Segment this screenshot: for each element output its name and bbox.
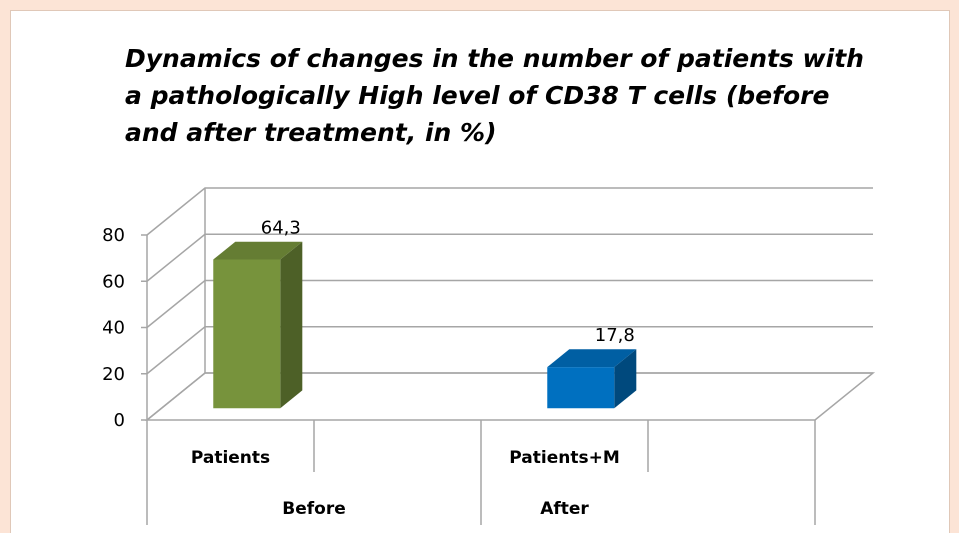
x-tick-label: Patients+M [509,448,619,468]
bar-top [547,349,637,368]
bar-top [213,241,303,260]
bar-side [280,241,303,409]
y-tick-label: 80 [102,225,125,246]
y-tick-label: 20 [102,364,125,385]
grid-line [146,187,873,236]
chart-title: Dynamics of changes in the number of pat… [125,44,864,147]
value-label: 64,3 [261,218,301,239]
bar [213,259,281,409]
y-tick-label: 0 [114,410,125,431]
value-label: 17,8 [595,325,635,346]
y-tick-label: 60 [102,271,125,292]
bar [547,367,615,409]
x-tick-label: Patients [191,448,270,468]
group-label: After [540,499,589,519]
chart-panel [10,10,950,533]
group-label: Before [282,499,345,519]
y-tick-label: 40 [102,318,125,339]
bar-side [614,349,637,409]
